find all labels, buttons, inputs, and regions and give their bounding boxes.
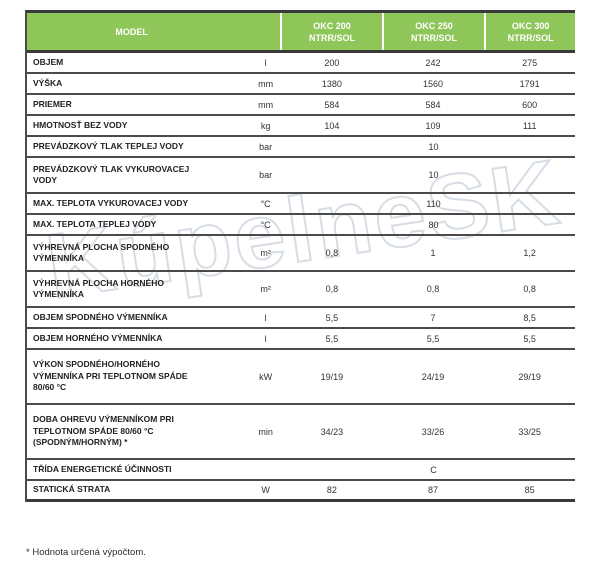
header-col-okc-200: OKC 200 NTRR/SOL (280, 13, 382, 50)
value-okc-250: 87 (428, 485, 439, 495)
row-label: TŘÍDA ENERGETICKÉ ÚČINNOSTI (33, 463, 172, 474)
row-label: DOBA OHREVU VÝMENNÍKOM PRI TEPLOTNOM SPÁD… (33, 414, 174, 448)
row-label: PRIEMER (33, 98, 72, 109)
row-label: VÝHREVNÁ PLOCHA SPODNÉHO VÝMENNÍKA (33, 241, 170, 264)
table-row: STATICKÁ STRATA W 82 87 85 (27, 481, 575, 502)
value-okc-250: 0,8 (426, 284, 440, 294)
row-unit: m² (260, 248, 271, 258)
table-row: TŘÍDA ENERGETICKÉ ÚČINNOSTI C (27, 460, 575, 481)
row-label: PREVÁDZKOVÝ TLAK VYKUROVACEJ VODY (33, 163, 190, 186)
value-okc-250: 33/26 (421, 426, 445, 437)
value-okc-250: 242 (425, 57, 441, 68)
model-name: OKC 300 (511, 20, 550, 31)
value-okc-300: 85 (524, 485, 535, 495)
value-okc-200: 0,8 (325, 284, 339, 294)
value-all-models: 80 (428, 219, 439, 230)
value-okc-200: 104 (324, 120, 340, 131)
row-label: OBJEM SPODNÉHO VÝMENNÍKA (33, 311, 168, 322)
row-label: MAX. TEPLOTA VYKUROVACEJ VODY (33, 197, 189, 208)
row-unit: °C (260, 198, 271, 209)
value-okc-250: 1560 (423, 78, 444, 89)
value-okc-250: 7 (430, 312, 436, 323)
row-unit: °C (260, 219, 271, 230)
table-row: VÝHREVNÁ PLOCHA HORNÉHO VÝMENNÍKA m² 0,8 … (27, 272, 575, 308)
row-label: PREVÁDZKOVÝ TLAK TEPLEJ VODY (33, 140, 184, 151)
row-unit: kW (259, 371, 273, 382)
header-col-okc-300: OKC 300 NTRR/SOL (484, 13, 575, 50)
row-unit: mm (258, 99, 274, 110)
model-name: OKC 250 (415, 20, 453, 31)
value-okc-300: 5,5 (523, 333, 536, 344)
table-row: HMOTNOSŤ BEZ VODY kg 104 109 111 (27, 116, 575, 137)
value-okc-200: 5,5 (325, 333, 339, 344)
row-label: OBJEM (33, 56, 64, 67)
model-name: OKC 200 (313, 20, 351, 31)
value-all-models: 10 (428, 170, 439, 180)
row-unit: mm (258, 78, 274, 89)
spec-table: MODEL OKC 200 NTRR/SOL OKC 250 NTRR/SOL … (25, 10, 575, 502)
table-row: DOBA OHREVU VÝMENNÍKOM PRI TEPLOTNOM SPÁD… (27, 405, 575, 460)
value-okc-200: 584 (324, 99, 340, 110)
header-col-okc-250: OKC 250 NTRR/SOL (381, 13, 485, 50)
value-okc-300: 0,8 (523, 284, 536, 294)
row-label: VÝHREVNÁ PLOCHA HORNÉHO VÝMENNÍKA (33, 277, 164, 300)
value-okc-300: 275 (522, 57, 538, 68)
row-label: MAX. TEPLOTA TEPLEJ VODY (33, 218, 157, 229)
value-okc-200: 5,5 (325, 312, 339, 323)
table-row: VÝKON SPODNÉHO/HORNÉHO VÝMENNÍKA PRI TEPL… (27, 350, 575, 405)
model-variant: NTRR/SOL (308, 32, 355, 43)
model-variant: NTRR/SOL (507, 32, 554, 43)
value-okc-250: 24/19 (421, 371, 445, 382)
value-all-models: 110 (426, 198, 441, 209)
table-row: VÝŠKA mm 1380 1560 1791 (27, 74, 575, 95)
value-okc-250: 5,5 (426, 333, 440, 344)
value-okc-250: 109 (425, 120, 441, 131)
value-okc-300: 600 (522, 99, 538, 110)
table-row: PRIEMER mm 584 584 600 (27, 95, 575, 116)
value-okc-300: 1791 (519, 78, 540, 89)
model-variant: NTRR/SOL (411, 32, 458, 43)
row-unit: l (264, 57, 267, 68)
table-row: MAX. TEPLOTA TEPLEJ VODY °C 80 (27, 215, 575, 236)
row-unit: W (261, 485, 270, 495)
value-okc-200: 200 (324, 57, 340, 68)
row-unit: l (264, 333, 267, 344)
value-okc-300: 33/25 (518, 426, 541, 437)
header-model-label: MODEL (115, 26, 148, 37)
table-row: OBJEM HORNÉHO VÝMENNÍKA l 5,5 5,5 5,5 (27, 329, 575, 350)
table-row: MAX. TEPLOTA VYKUROVACEJ VODY °C 110 (27, 194, 575, 215)
row-unit: m² (260, 284, 271, 294)
value-okc-200: 82 (326, 485, 337, 495)
value-okc-200: 19/19 (320, 371, 344, 382)
table-row: PREVÁDZKOVÝ TLAK VYKUROVACEJ VODY bar 10 (27, 158, 575, 194)
row-unit: kg (260, 120, 271, 131)
footnote: * Hodnota určená výpočtom. (26, 547, 146, 558)
table-row: VÝHREVNÁ PLOCHA SPODNÉHO VÝMENNÍKA m² 0,8… (27, 236, 575, 272)
value-all-models: C (430, 464, 437, 475)
row-label: VÝKON SPODNÉHO/HORNÉHO VÝMENNÍKA PRI TEPL… (33, 359, 188, 393)
value-okc-200: 0,8 (325, 248, 339, 258)
row-label: HMOTNOSŤ BEZ VODY (33, 119, 128, 130)
value-okc-300: 29/19 (518, 371, 541, 382)
value-all-models: 10 (428, 141, 439, 152)
table-header-row: MODEL OKC 200 NTRR/SOL OKC 250 NTRR/SOL … (27, 13, 575, 53)
value-okc-250: 1 (430, 248, 436, 258)
value-okc-200: 1380 (321, 78, 342, 89)
table-row: PREVÁDZKOVÝ TLAK TEPLEJ VODY bar 10 (27, 137, 575, 158)
row-label: STATICKÁ STRATA (33, 484, 111, 495)
row-unit: min (258, 426, 273, 437)
table-row: OBJEM SPODNÉHO VÝMENNÍKA l 5,5 7 8,5 (27, 308, 575, 329)
value-okc-300: 8,5 (523, 312, 536, 323)
value-okc-250: 584 (425, 99, 441, 110)
value-okc-300: 1,2 (523, 248, 536, 258)
row-unit: l (264, 312, 267, 323)
row-label: OBJEM HORNÉHO VÝMENNÍKA (33, 332, 163, 343)
value-okc-300: 111 (522, 120, 537, 131)
table-row: OBJEM l 200 242 275 (27, 53, 575, 74)
row-unit: bar (259, 141, 273, 152)
row-unit: bar (259, 170, 273, 180)
row-label: VÝŠKA (33, 77, 63, 88)
value-okc-200: 34/23 (320, 426, 344, 437)
